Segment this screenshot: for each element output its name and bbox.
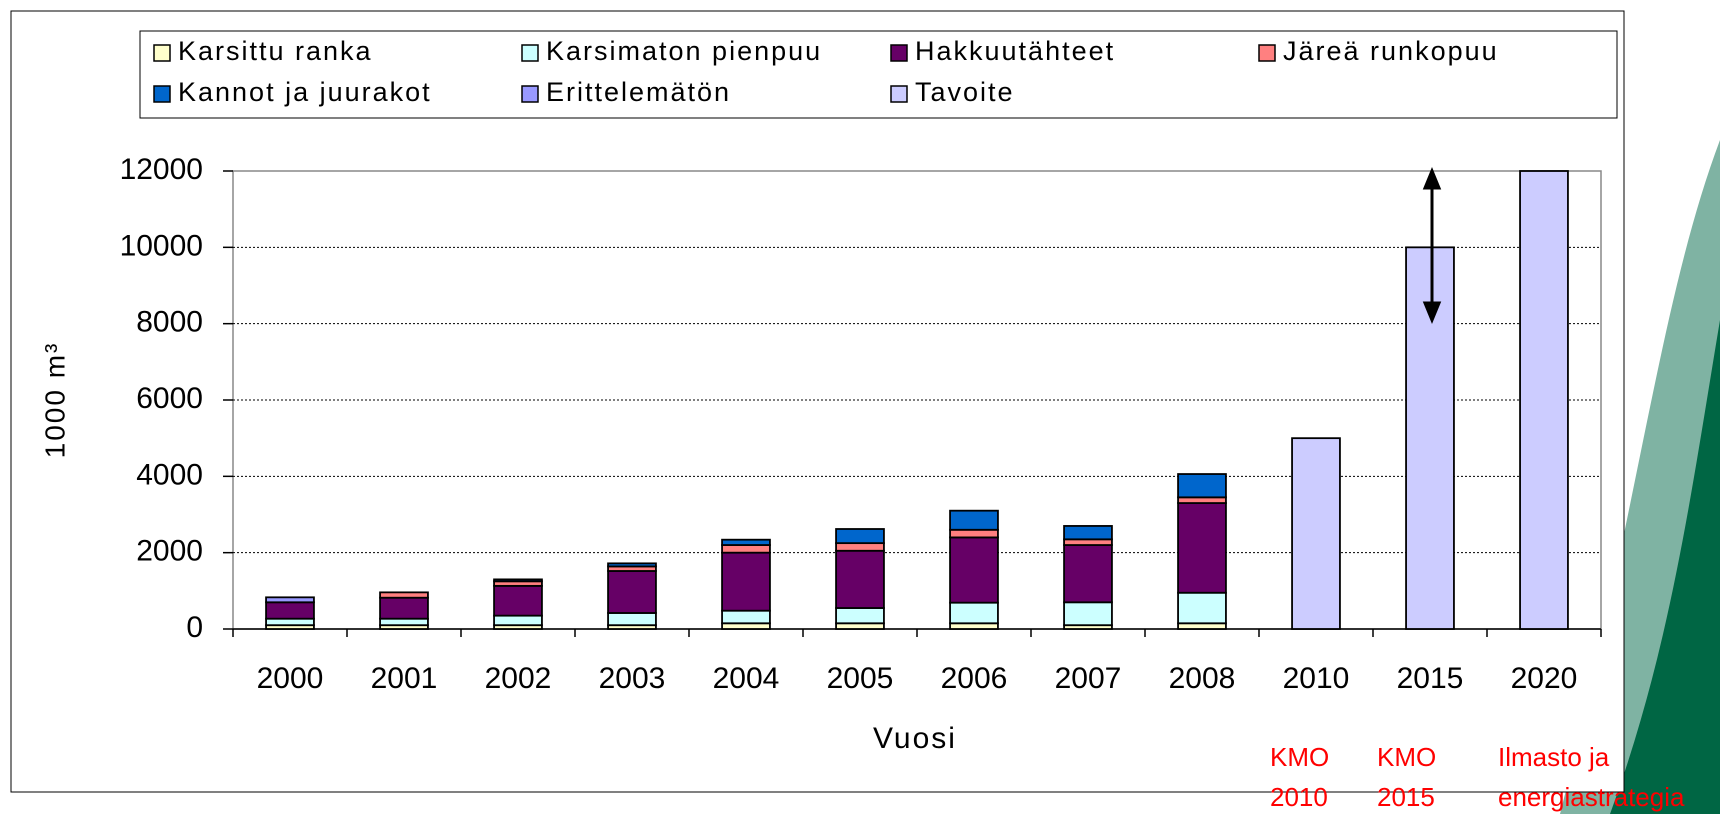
x-tick-label: 2007 [1055, 662, 1122, 695]
bar-segment [493, 578, 543, 583]
x-tick-label: 2020 [1511, 662, 1578, 695]
annotation: 2010 [1270, 782, 1328, 812]
x-tick-label: 2002 [485, 662, 552, 695]
bar-segment [949, 536, 999, 604]
bar-segment [607, 612, 657, 627]
legend-swatch [153, 44, 171, 62]
annotation: Ilmasto ja [1498, 742, 1610, 772]
legend-label: Karsimaton pienpuu [546, 36, 822, 66]
bar-segment [265, 601, 315, 620]
bar-segment [1177, 502, 1227, 594]
y-tick-label: 12000 [120, 153, 203, 186]
y-tick-label: 6000 [136, 382, 203, 415]
bar-segment [379, 617, 429, 627]
bar-segment [607, 562, 657, 568]
legend-swatch [521, 44, 539, 62]
bar-segment [265, 596, 315, 604]
plot: 0 2000 4000 6000 8000 10000 12000 2000 2001 2002 2… [120, 153, 1602, 695]
y-axis-title: 1000 m³ [39, 342, 70, 459]
bar-segment [1063, 601, 1113, 627]
annotation: energiastrategia [1498, 782, 1685, 812]
legend-swatch [1258, 44, 1276, 62]
legend-swatch [521, 85, 539, 103]
bar-segment [835, 549, 885, 609]
x-tick-label: 2003 [599, 662, 666, 695]
bar-segment [949, 601, 999, 625]
bar-segment [835, 528, 885, 545]
bar-segment [1063, 544, 1113, 604]
x-tick-label: 2010 [1283, 662, 1350, 695]
bar-segment [835, 607, 885, 625]
bar-segment [493, 584, 543, 617]
legend-label: Karsittu ranka [178, 36, 373, 66]
bar-segment [1291, 437, 1341, 630]
x-tick-label: 2006 [941, 662, 1008, 695]
x-tick-label: 2015 [1397, 662, 1464, 695]
bar-segment [607, 570, 657, 614]
legend-swatch [890, 85, 908, 103]
bar-segment [721, 544, 771, 554]
x-tick-label: 2000 [257, 662, 324, 695]
bar-segment [949, 528, 999, 539]
bar-segment [493, 614, 543, 627]
x-tick-label: 2005 [827, 662, 894, 695]
annotation: 2015 [1377, 782, 1435, 812]
arrow [1422, 167, 1442, 324]
bar-segment [379, 591, 429, 599]
x-tick-label: 2001 [371, 662, 438, 695]
legend-box [139, 30, 1618, 119]
annotation: KMO [1377, 742, 1436, 772]
legend-swatch [153, 85, 171, 103]
y-tick-label: 8000 [136, 306, 203, 339]
legend-label: Tavoite [915, 77, 1015, 107]
bar-segment [721, 538, 771, 546]
background-swoosh [1560, 140, 1720, 814]
legend-label: Hakkuutähteet [915, 36, 1115, 66]
legend-swatch [890, 44, 908, 62]
y-tick-label: 4000 [136, 458, 203, 491]
bar-segment [1519, 170, 1569, 630]
y-tick-label: 10000 [120, 229, 203, 262]
bar-segment [379, 596, 429, 620]
bar-segment [721, 551, 771, 612]
bar-segment [1177, 473, 1227, 499]
bar-segment [949, 509, 999, 531]
legend-label: Erittelemätön [546, 77, 731, 107]
y-tick-label: 2000 [136, 535, 203, 568]
annotation: KMO [1270, 742, 1329, 772]
bar-segment [1063, 525, 1113, 541]
x-tick-label: 2008 [1169, 662, 1236, 695]
x-tick-label: 2004 [713, 662, 780, 695]
legend-label: Kannot ja juurakot [178, 77, 432, 107]
bar-segment [721, 609, 771, 625]
bar-segment [835, 542, 885, 552]
y-tick-label: 0 [186, 611, 203, 644]
bar-segment [265, 617, 315, 627]
x-axis-title: Vuosi [873, 722, 957, 755]
bar-segment [1177, 591, 1227, 625]
legend-label: Järeä runkopuu [1283, 36, 1499, 66]
